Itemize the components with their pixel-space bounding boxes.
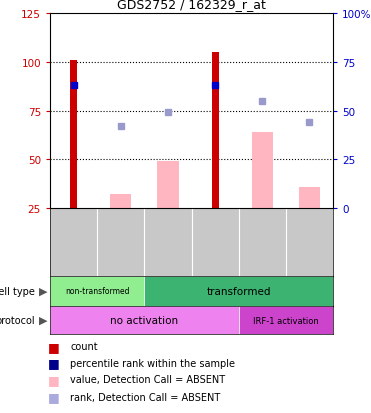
Bar [50, 276, 144, 306]
Text: transformed: transformed [206, 286, 271, 296]
Text: non-transformed: non-transformed [65, 287, 129, 296]
Text: ■: ■ [48, 390, 60, 403]
Text: rank, Detection Call = ABSENT: rank, Detection Call = ABSENT [70, 392, 221, 402]
Text: no activation: no activation [110, 315, 178, 325]
Bar [211, 53, 219, 209]
Text: percentile rank within the sample: percentile rank within the sample [70, 358, 236, 368]
Text: ▶: ▶ [39, 286, 47, 296]
Text: ■: ■ [48, 340, 60, 353]
Text: ■: ■ [48, 373, 60, 386]
Text: value, Detection Call = ABSENT: value, Detection Call = ABSENT [70, 375, 226, 385]
Text: ▶: ▶ [39, 315, 47, 325]
Bar [70, 61, 77, 209]
Text: cell type: cell type [0, 286, 35, 296]
Bar [299, 187, 320, 209]
Bar [157, 162, 178, 209]
Text: protocol: protocol [0, 315, 35, 325]
Bar [50, 306, 239, 334]
Bar [110, 195, 131, 209]
Text: count: count [70, 342, 98, 351]
Bar [144, 276, 333, 306]
Text: ■: ■ [48, 356, 60, 369]
Title: GDS2752 / 162329_r_at: GDS2752 / 162329_r_at [117, 0, 266, 12]
Text: IRF-1 activation: IRF-1 activation [253, 316, 319, 325]
Bar [252, 133, 273, 209]
Bar [239, 306, 333, 334]
